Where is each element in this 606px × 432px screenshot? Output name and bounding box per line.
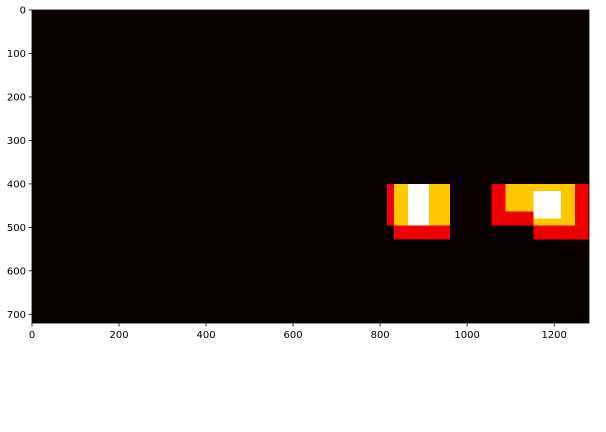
heat-cell-5 (533, 225, 589, 240)
y-tick-label-600: 600 (7, 266, 26, 277)
x-axis: 0 200 400 600 800 1000 1200 (29, 323, 567, 341)
x-tick-label-0: 0 (29, 330, 35, 341)
y-tick-label-0: 0 (20, 6, 26, 17)
heat-cell-8 (533, 190, 562, 219)
x-tick-label-200: 200 (109, 330, 128, 341)
x-tick-label-1200: 1200 (541, 330, 566, 341)
y-tick-label-700: 700 (7, 310, 26, 321)
x-tick-label-400: 400 (197, 330, 216, 341)
x-tick-label-800: 800 (371, 330, 390, 341)
plot-background (32, 10, 589, 323)
x-tick-label-1000: 1000 (454, 330, 479, 341)
y-axis: 0 100 200 300 400 500 600 700 (7, 6, 32, 321)
heat-cell-1 (394, 225, 450, 240)
y-tick-label-400: 400 (7, 179, 26, 190)
plot-frame (31, 9, 590, 324)
y-tick-label-500: 500 (7, 223, 26, 234)
heat-regions (387, 183, 589, 240)
y-tick-label-300: 300 (7, 136, 26, 147)
heat-cell-3 (407, 183, 429, 226)
x-tick-label-600: 600 (284, 330, 303, 341)
y-tick-label-200: 200 (7, 92, 26, 103)
y-tick-label-100: 100 (7, 49, 26, 60)
